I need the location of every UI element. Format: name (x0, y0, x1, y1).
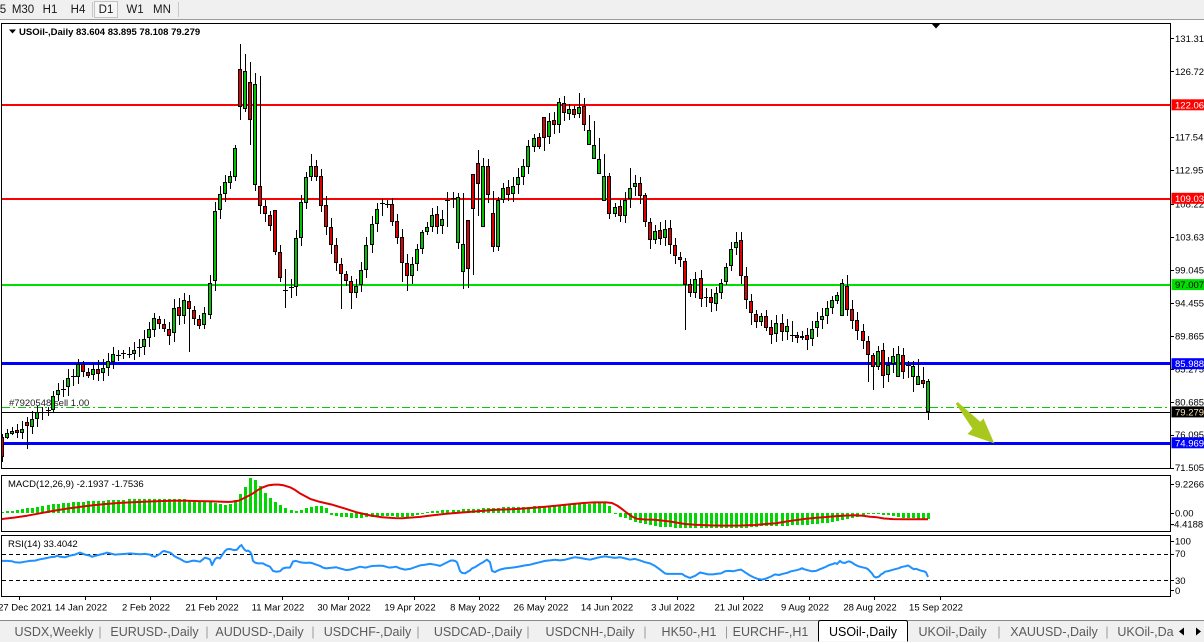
svg-text:103.63: 103.63 (1175, 233, 1204, 244)
svg-text:USDCAD-,Daily: USDCAD-,Daily (434, 625, 523, 639)
svg-text:27 Dec 2021: 27 Dec 2021 (0, 603, 52, 614)
svg-text:MN: MN (153, 4, 171, 16)
svg-text:100: 100 (1175, 536, 1191, 547)
svg-text:109.03: 109.03 (1175, 194, 1204, 205)
svg-text:99.045: 99.045 (1175, 266, 1204, 277)
svg-text:112.95: 112.95 (1175, 166, 1203, 177)
svg-text:9.2266: 9.2266 (1175, 480, 1204, 491)
svg-text:-4.4188: -4.4188 (1171, 519, 1203, 530)
svg-text:8 May 2022: 8 May 2022 (450, 603, 500, 614)
svg-text:MACD(12,26,9) -2.1937 -1.7536: MACD(12,26,9) -2.1937 -1.7536 (8, 479, 144, 490)
svg-text:79.279: 79.279 (1175, 407, 1204, 418)
svg-text:2 Feb 2022: 2 Feb 2022 (122, 603, 170, 614)
svg-text:USOil-,Daily 83.604 83.895 78.: USOil-,Daily 83.604 83.895 78.108 79.279 (19, 27, 200, 38)
svg-text:|: | (725, 625, 728, 639)
svg-text:USDCHF-,Daily: USDCHF-,Daily (324, 625, 412, 639)
svg-text:UKOil-,Daily: UKOil-,Daily (918, 625, 987, 639)
svg-text:14 Jun 2022: 14 Jun 2022 (581, 603, 633, 614)
svg-text:28 Aug 2022: 28 Aug 2022 (843, 603, 896, 614)
svg-text:UKOil-,Da: UKOil-,Da (1117, 625, 1173, 639)
svg-text:21 Jul 2022: 21 Jul 2022 (714, 603, 763, 614)
svg-text:H4: H4 (71, 4, 86, 16)
svg-text:26 May 2022: 26 May 2022 (514, 603, 569, 614)
svg-text:|: | (98, 625, 101, 639)
svg-text:85.988: 85.988 (1175, 359, 1204, 370)
svg-text:|: | (997, 625, 1000, 639)
svg-text:H1: H1 (43, 4, 58, 16)
svg-text:D1: D1 (99, 4, 114, 16)
svg-text:80.685: 80.685 (1175, 397, 1204, 408)
svg-text:W1: W1 (126, 4, 143, 16)
svg-text:3 Jul 2022: 3 Jul 2022 (651, 603, 695, 614)
svg-text:HK50-,H1: HK50-,H1 (662, 625, 717, 639)
svg-text:15 Sep 2022: 15 Sep 2022 (909, 603, 963, 614)
svg-text:131.31: 131.31 (1175, 34, 1204, 45)
svg-text:108.22: 108.22 (1175, 200, 1204, 211)
svg-text:#7920548 sell 1.00: #7920548 sell 1.00 (9, 398, 89, 409)
svg-text:117.54: 117.54 (1175, 133, 1203, 144)
svg-text:M30: M30 (12, 4, 34, 16)
svg-text:XAUUSD-,Daily: XAUUSD-,Daily (1010, 625, 1098, 639)
svg-text:74.969: 74.969 (1175, 438, 1204, 449)
svg-text:|: | (643, 625, 646, 639)
svg-text:5: 5 (0, 4, 6, 16)
svg-text:19 Apr 2022: 19 Apr 2022 (384, 603, 435, 614)
svg-text:EURCHF-,H1: EURCHF-,H1 (733, 625, 809, 639)
svg-text:70: 70 (1175, 549, 1186, 560)
svg-text:76.095: 76.095 (1175, 430, 1204, 441)
svg-text:97.007: 97.007 (1175, 280, 1204, 291)
svg-text:21 Feb 2022: 21 Feb 2022 (185, 603, 238, 614)
svg-text:|: | (205, 625, 208, 639)
svg-text:30 Mar 2022: 30 Mar 2022 (317, 603, 370, 614)
svg-text:|: | (416, 625, 419, 639)
svg-text:122.06: 122.06 (1175, 100, 1204, 111)
svg-text:|: | (1105, 625, 1108, 639)
svg-text:85.275: 85.275 (1175, 364, 1204, 375)
svg-text:89.865: 89.865 (1175, 331, 1204, 342)
svg-text:14 Jan 2022: 14 Jan 2022 (55, 603, 107, 614)
svg-text:94.455: 94.455 (1175, 298, 1204, 309)
svg-text:0: 0 (1175, 586, 1180, 597)
svg-text:USDX,Weekly: USDX,Weekly (15, 625, 95, 639)
svg-text:USOil-,Daily: USOil-,Daily (829, 625, 898, 639)
svg-text:|: | (311, 625, 314, 639)
svg-text:30: 30 (1175, 576, 1186, 587)
svg-text:EURUSD-,Daily: EURUSD-,Daily (110, 625, 199, 639)
svg-text:RSI(14) 33.4042: RSI(14) 33.4042 (8, 539, 78, 550)
svg-text:0.00: 0.00 (1175, 508, 1194, 519)
svg-text:9 Aug 2022: 9 Aug 2022 (781, 603, 829, 614)
svg-text:11 Mar 2022: 11 Mar 2022 (252, 603, 305, 614)
svg-text:AUDUSD-,Daily: AUDUSD-,Daily (215, 625, 304, 639)
svg-text:126.72: 126.72 (1175, 67, 1204, 78)
svg-text:71.505: 71.505 (1175, 463, 1204, 474)
svg-text:USDCNH-,Daily: USDCNH-,Daily (546, 625, 636, 639)
svg-text:|: | (526, 625, 529, 639)
